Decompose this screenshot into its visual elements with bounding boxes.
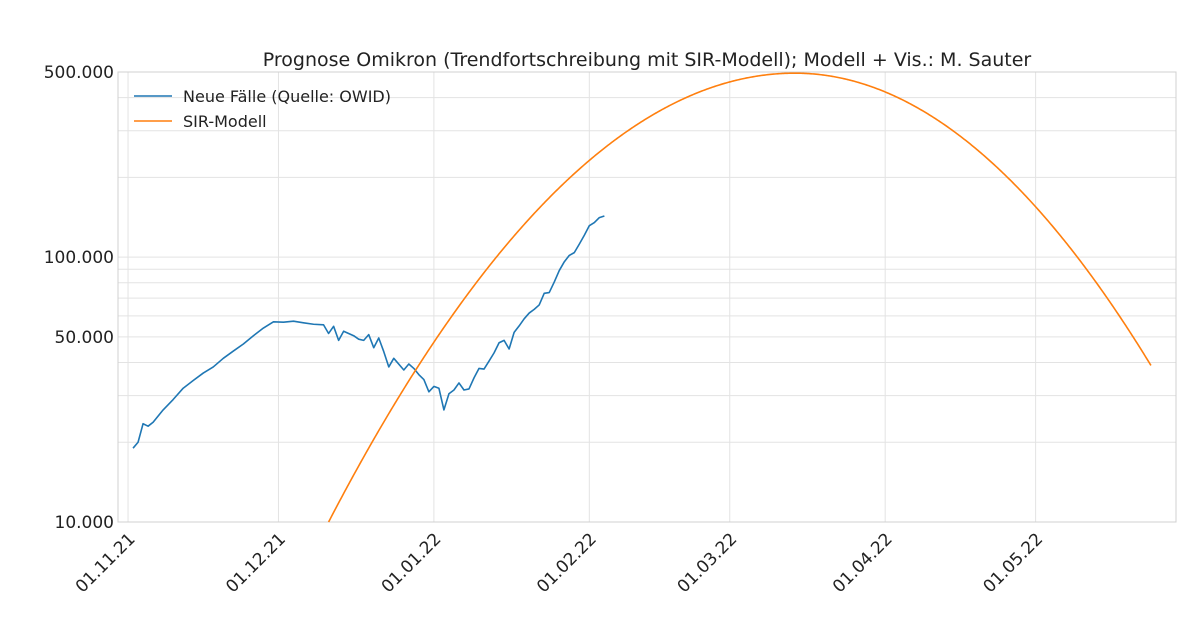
x-tick-label: 01.11.21 (72, 529, 140, 597)
y-tick-label: 50.000 (55, 328, 114, 348)
x-tick-label: 01.04.22 (829, 529, 897, 597)
y-tick-label: 500.000 (44, 63, 114, 83)
x-tick-label: 01.03.22 (674, 529, 742, 597)
series-line-sir-modell (327, 72, 1152, 523)
x-tick-label: 01.01.22 (378, 529, 446, 597)
plot-area-border (117, 71, 1177, 523)
legend-label-sir-modell: SIR-Modell (183, 112, 267, 131)
x-tick-label: 01.05.22 (979, 529, 1047, 597)
y-axis-ticks: 10.000 50.000 100.000 500.000 (44, 63, 114, 533)
y-tick-label: 10.000 (55, 513, 114, 533)
series-layer (132, 72, 1152, 523)
series-line-neue-faelle (132, 215, 605, 449)
grid (118, 71, 1176, 523)
chart-title: Prognose Omikron (Trendfortschreibung mi… (263, 49, 1032, 71)
x-axis-ticks: 01.11.21 01.12.21 01.01.22 01.02.22 01.03.22… (72, 529, 1047, 597)
x-tick-label: 01.02.22 (533, 529, 601, 597)
legend: Neue Fälle (Quelle: OWID) SIR-Modell (134, 87, 391, 131)
x-tick-label: 01.12.21 (222, 529, 290, 597)
y-tick-label: 100.000 (44, 248, 114, 268)
legend-label-neue-faelle: Neue Fälle (Quelle: OWID) (183, 87, 391, 106)
